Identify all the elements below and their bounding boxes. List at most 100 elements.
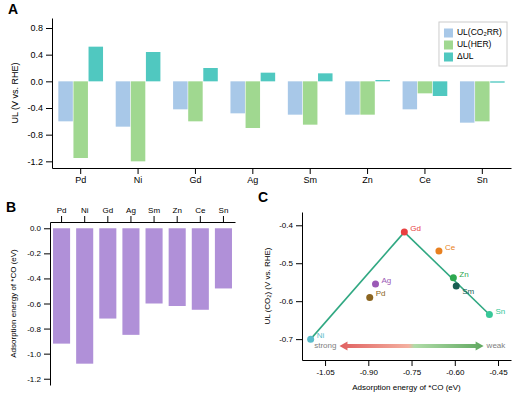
tick: 0.0 bbox=[30, 77, 52, 87]
tick-mark bbox=[107, 216, 108, 222]
legend: UL(CO₂RR) UL(HER) ΔUL bbox=[439, 22, 507, 66]
tick: 0.8 bbox=[30, 23, 52, 33]
point-label: Zn bbox=[459, 270, 468, 279]
tick: -0.60 bbox=[446, 360, 465, 377]
tick-mark bbox=[154, 216, 155, 222]
tick-label: -0.5 bbox=[279, 259, 293, 268]
tick: -0.7 bbox=[279, 335, 302, 344]
tick: -0.75 bbox=[403, 360, 422, 377]
tick-label: -0.6 bbox=[27, 300, 41, 309]
figure: Pd Ni Gd Ag Sm Zn Ce Sn -1.2 -0.8 -0.4 0.0 0.4 0.8 UL … bbox=[0, 0, 521, 401]
tick-label: Ni bbox=[134, 175, 143, 185]
bar bbox=[122, 228, 139, 335]
tick-label: -0.7 bbox=[279, 335, 293, 344]
tick: Gd bbox=[189, 168, 201, 185]
y-axis: -1.2-1.0-0.8-0.6-0.4-0.20.0 bbox=[27, 223, 50, 386]
axis-line bbox=[302, 213, 303, 361]
tick-mark bbox=[44, 329, 50, 330]
bar bbox=[215, 228, 232, 288]
tick: -0.6 bbox=[27, 300, 50, 309]
tick-mark bbox=[44, 379, 50, 380]
point bbox=[307, 336, 314, 343]
tick: -1.2 bbox=[27, 157, 52, 167]
tick-mark bbox=[44, 278, 50, 279]
line bbox=[404, 232, 489, 314]
tick-mark bbox=[498, 360, 499, 366]
tick-label: Ag bbox=[126, 206, 136, 215]
legend-label: UL(HER) bbox=[457, 39, 492, 49]
bar bbox=[173, 81, 187, 109]
bar bbox=[246, 81, 260, 128]
tick-mark bbox=[310, 168, 311, 174]
bar bbox=[192, 228, 209, 310]
tick: -1.2 bbox=[27, 375, 50, 384]
panel-title: B bbox=[6, 199, 16, 215]
tick: Zn bbox=[362, 168, 373, 185]
tick: Sn bbox=[219, 206, 229, 222]
point-label: Ag bbox=[382, 276, 392, 285]
tick-mark bbox=[296, 263, 302, 264]
tick-mark bbox=[412, 360, 413, 366]
tick: -0.8 bbox=[27, 130, 52, 140]
tick-mark bbox=[296, 339, 302, 340]
tick-label: -0.4 bbox=[279, 221, 293, 230]
bar bbox=[73, 81, 87, 158]
tick: Ag bbox=[126, 206, 136, 222]
tick-label: Ce bbox=[195, 206, 206, 215]
point bbox=[372, 281, 379, 288]
x-axis: PdNiGdAgSmZnCeSn bbox=[51, 206, 236, 223]
bar bbox=[403, 81, 417, 109]
tick: -1.05 bbox=[316, 360, 335, 377]
tick-label: -0.75 bbox=[403, 368, 422, 377]
y-axis-title: UL (V vs. RHE) bbox=[10, 62, 20, 123]
tick: -0.6 bbox=[279, 297, 302, 306]
tick-label: Ni bbox=[81, 206, 89, 215]
point-label: Sm bbox=[462, 287, 474, 296]
bar bbox=[490, 81, 504, 82]
bar bbox=[203, 68, 217, 81]
tick-mark bbox=[44, 354, 50, 355]
point bbox=[450, 274, 457, 281]
tick-mark bbox=[455, 360, 456, 366]
tick-label: Pd bbox=[57, 206, 67, 215]
bar bbox=[318, 73, 332, 81]
tick-mark bbox=[130, 216, 131, 222]
bar bbox=[460, 81, 474, 122]
tick-mark bbox=[84, 216, 85, 222]
point-label: Ce bbox=[445, 243, 456, 252]
bar bbox=[146, 228, 163, 303]
axis-line bbox=[51, 222, 236, 223]
bar-series bbox=[73, 81, 489, 161]
legend-label: ΔUL bbox=[457, 51, 474, 61]
tick-label: -0.4 bbox=[27, 274, 41, 283]
tick-mark bbox=[195, 168, 196, 174]
tick-label: 0.4 bbox=[30, 50, 43, 60]
legend-label: UL(CO₂RR) bbox=[457, 27, 502, 37]
panel: strongweakNiPdAgGdCeZnSmSn-1.05-0.90-0.7… bbox=[258, 189, 512, 392]
bar bbox=[58, 81, 72, 121]
tick-mark bbox=[44, 304, 50, 305]
x-axis: -1.05-0.90-0.75-0.60-0.45 bbox=[303, 360, 512, 377]
tick-label: -1.0 bbox=[27, 350, 41, 359]
tick: -0.4 bbox=[27, 274, 50, 283]
point-label: Sn bbox=[495, 307, 505, 316]
tick: Sm bbox=[148, 206, 160, 222]
tick: Ce bbox=[419, 168, 431, 185]
bar bbox=[288, 81, 302, 114]
point bbox=[486, 311, 493, 318]
legend-swatch bbox=[444, 29, 453, 38]
tick-mark bbox=[424, 168, 425, 174]
tick-label: Gd bbox=[102, 206, 113, 215]
tick-label: -0.6 bbox=[279, 297, 293, 306]
tick: Sm bbox=[303, 168, 317, 185]
tick-label: 0.8 bbox=[30, 23, 43, 33]
tick-label: Ce bbox=[419, 175, 431, 185]
y-axis: -0.7 -0.6 -0.5 -0.4 bbox=[279, 213, 302, 361]
axis-line bbox=[50, 223, 51, 386]
y-axis: -1.2-0.8-0.40.00.40.8 bbox=[27, 19, 52, 169]
y-axis-title: Adsorption energy of *CO (eV) bbox=[9, 249, 18, 358]
bar bbox=[169, 228, 186, 306]
panel-title: A bbox=[8, 1, 18, 17]
y-axis-title: UL (CO₂) (V vs. RHE) bbox=[263, 247, 272, 324]
tick: -0.90 bbox=[360, 360, 379, 377]
